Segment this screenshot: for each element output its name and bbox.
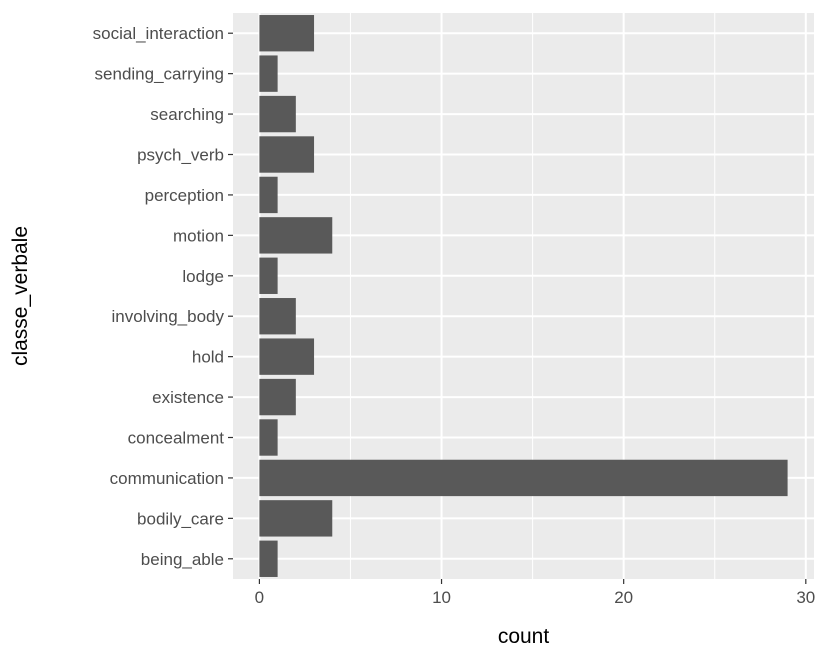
y-tick-label-bodily-care: bodily_care	[137, 509, 224, 528]
bar-sending-carrying	[259, 55, 278, 92]
y-tick-label-being-able: being_able	[141, 550, 224, 569]
y-tick-label-social-interaction: social_interaction	[93, 24, 224, 43]
y-tick-label-perception: perception	[145, 186, 224, 205]
x-tick-label: 10	[432, 588, 451, 607]
bar-searching	[259, 95, 296, 133]
bar-hold	[259, 338, 315, 375]
y-tick-label-existence: existence	[152, 388, 224, 407]
y-tick-label-sending-carrying: sending_carrying	[95, 65, 224, 84]
y-tick-label-involving-body: involving_body	[112, 307, 225, 326]
y-tick-label-searching: searching	[150, 105, 224, 124]
bar-lodge	[259, 257, 278, 294]
bar-existence	[259, 378, 296, 416]
x-axis-title: count	[498, 625, 550, 646]
bar-being-able	[259, 540, 278, 577]
x-tick-label: 20	[614, 588, 633, 607]
y-tick-label-hold: hold	[192, 348, 224, 367]
bar-involving-body	[259, 298, 296, 335]
y-tick-label-communication: communication	[110, 469, 224, 488]
y-axis-title: classe_verbale	[9, 226, 32, 366]
y-axis: being_able bodily_care communication concea…	[93, 24, 233, 569]
bar-perception	[259, 176, 278, 214]
y-tick-label-concealment: concealment	[128, 429, 225, 448]
x-tick-label: 0	[255, 588, 264, 607]
bar-concealment	[259, 419, 278, 456]
bar-psych-verb	[259, 136, 315, 173]
y-tick-label-lodge: lodge	[182, 267, 224, 286]
bar-bodily-care	[259, 500, 333, 537]
y-tick-label-motion: motion	[173, 226, 224, 245]
bar-communication	[259, 459, 788, 497]
x-tick-label: 30	[796, 588, 815, 607]
x-axis: 0 10 20 30	[255, 579, 815, 607]
bars	[259, 15, 788, 577]
y-tick-label-psych-verb: psych_verb	[137, 146, 224, 165]
bar-motion	[259, 217, 333, 254]
bar-social-interaction	[259, 15, 315, 52]
